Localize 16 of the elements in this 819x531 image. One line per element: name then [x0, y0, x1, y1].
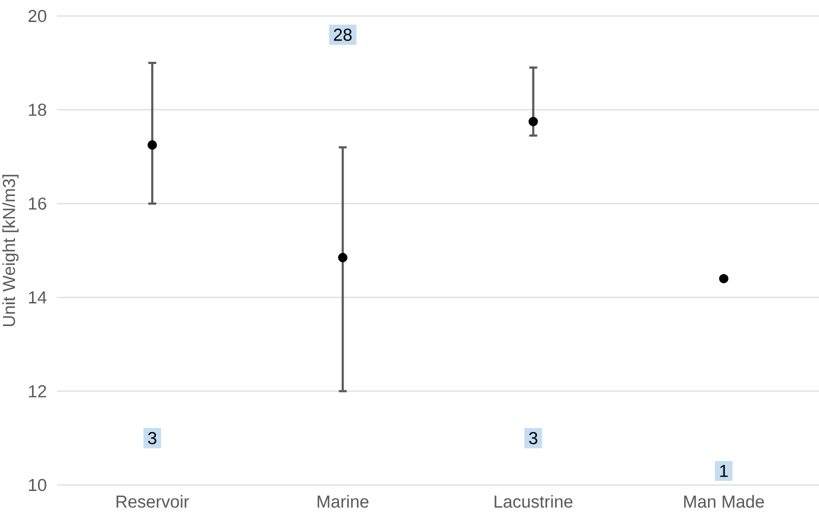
x-tick-label: Lacustrine: [494, 495, 572, 508]
y-tick-label: 20: [28, 10, 46, 22]
y-tick-label: 14: [29, 291, 46, 304]
y-tick-label: 12: [29, 385, 46, 398]
point: [719, 274, 728, 284]
x-tick-label: Marine: [318, 495, 368, 508]
annotation: 1: [720, 464, 728, 477]
y-axis-title: Unit Weight [kN/m3]: [2, 174, 19, 326]
y-tick-label: 10: [29, 478, 46, 492]
x-tick-label: Man Made: [684, 495, 764, 508]
annotation: 3: [148, 432, 156, 444]
y-tick-label: 16: [29, 197, 46, 210]
annotation: 3: [529, 432, 538, 444]
y-tick-label: 18: [29, 104, 46, 116]
annotation: 28: [334, 28, 352, 41]
x-tick-label: Reservoir: [116, 495, 190, 508]
